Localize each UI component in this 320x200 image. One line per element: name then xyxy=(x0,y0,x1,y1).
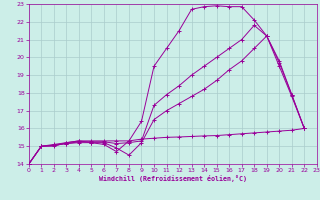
X-axis label: Windchill (Refroidissement éolien,°C): Windchill (Refroidissement éolien,°C) xyxy=(99,175,247,182)
